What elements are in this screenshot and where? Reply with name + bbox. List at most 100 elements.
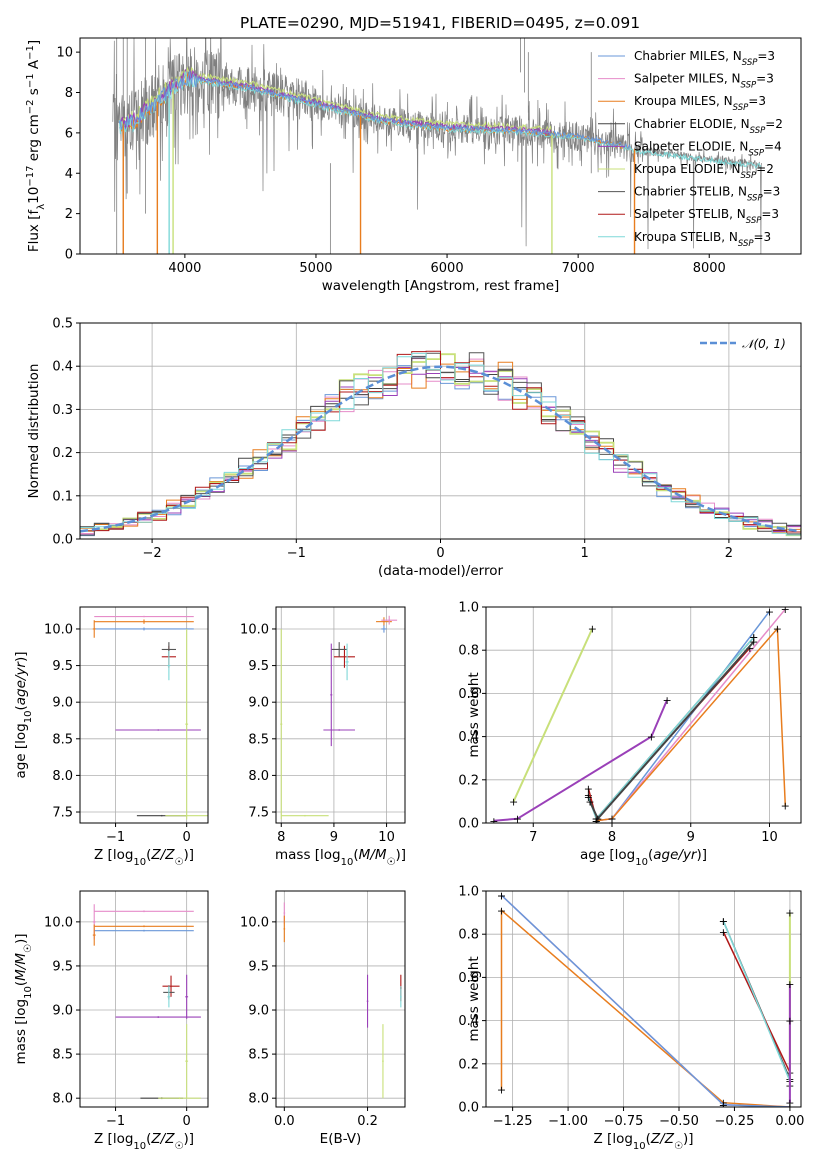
y-tick-label: 8.0 [52, 769, 73, 784]
y-tick-label: 10.0 [44, 622, 73, 637]
y-tick-label: 0.4 [458, 730, 479, 745]
axes-frame [79, 890, 209, 1108]
label-part: mass [log [275, 847, 341, 863]
plot-area [283, 902, 402, 1099]
y-axis-label: age [log10(age/yr)] [13, 651, 34, 778]
label-part: age [log [13, 723, 29, 778]
weight-line [596, 626, 787, 822]
y-tick-label: 10.0 [44, 915, 73, 930]
y-tick-label: 1.0 [458, 885, 479, 900]
y-tick-label: 8.5 [52, 1048, 73, 1063]
legend-sub: SSP [747, 194, 763, 204]
legend-count: =2 [765, 117, 783, 131]
x-axis-label: Z [log10(Z/Z☉)] [94, 847, 194, 868]
weight-marker: + [781, 800, 790, 813]
panel-mass_vs_Z: −1 08.08.59.09.510.0Z [log10(Z/Z☉)]mass [… [13, 890, 209, 1152]
x-tick-label: 0 [436, 546, 444, 561]
plot-area [280, 615, 398, 820]
y-tick-label: 8.0 [248, 1092, 269, 1107]
label-part: mass weight [466, 956, 482, 1041]
plot-area [112, 38, 763, 254]
x-tick-label: 10 [378, 830, 395, 845]
label-part: )] [13, 933, 29, 944]
weight-line [500, 894, 790, 1107]
legend-label: Kroupa STELIB, N [634, 230, 738, 244]
label-part: E(B-V) [320, 1131, 362, 1147]
legend-entry: 𝒩(0, 1) [742, 337, 786, 351]
weight-line [493, 699, 669, 822]
y-tick-label: 0.1 [52, 489, 73, 504]
y-tick-label: 8.5 [248, 732, 269, 747]
weight-marker: + [785, 907, 794, 920]
axes-frame [79, 606, 209, 824]
label-part: ( [146, 847, 151, 863]
weight-marker: + [497, 1084, 506, 1097]
label-part: 10 [23, 986, 34, 999]
model-line [118, 70, 631, 150]
weight-line [588, 640, 755, 821]
legend-count: =3 [757, 49, 775, 63]
label-part: M/M [13, 953, 29, 981]
y-tick-label: 9.5 [248, 659, 269, 674]
legend-label: Chabrier ELODIE, N [634, 117, 750, 131]
legend-entry: Salpeter STELIB, NSSP=3 [634, 207, 779, 226]
x-axis-label: (data-model)/error [378, 563, 504, 579]
legend-count: =3 [761, 207, 779, 221]
weight-marker: + [765, 605, 774, 618]
panel-age_vs_Z: −1 07.58.08.59.09.510.0Z [log10(Z/Z☉)]age… [13, 606, 209, 868]
weight-marker: + [719, 1097, 728, 1110]
label-part: 10 [341, 857, 354, 868]
y-tick-label: 1.0 [458, 601, 479, 616]
x-tick-label: 5000 [299, 261, 332, 276]
weight-marker: + [745, 642, 754, 655]
plot-area: +++ ++++ +++ +++ +++++++++++++++ [489, 603, 790, 826]
label-part: 10 [26, 187, 42, 204]
legend-entry: Salpeter ELODIE, NSSP=4 [634, 139, 782, 158]
label-part: Z/Z [150, 1131, 175, 1147]
legend-sub: SSP [741, 81, 757, 91]
label-part: ( [646, 1131, 651, 1147]
x-tick-label: 10 [761, 830, 778, 845]
legend-sub: SSP [738, 239, 754, 249]
y-tick-label: 0.6 [458, 687, 479, 702]
weight-marker: + [781, 603, 790, 616]
weight-marker: + [647, 731, 656, 744]
y-axis-label: Normed distribution [26, 364, 42, 499]
weight-marker: + [509, 795, 518, 808]
x-tick-label: −0.75 [604, 1114, 644, 1129]
legend-entry: Kroupa ELODIE, NSSP=2 [634, 162, 774, 181]
weight-marker: + [592, 813, 601, 826]
weight-marker: + [749, 636, 758, 649]
weight-line [512, 628, 594, 802]
y-tick-label: 8 [65, 86, 73, 101]
label-part: A [26, 59, 42, 73]
x-axis-label: age [log10(age/yr)] [580, 847, 707, 868]
tick-group: −1 0 8.0 8.5 9.0 9.5 10.0 [44, 915, 191, 1129]
label-part: age [log [580, 847, 635, 863]
label-part: age/yr [13, 661, 29, 706]
label-part: Z [log [594, 1131, 633, 1147]
x-tick-label: −1 [106, 1114, 125, 1129]
label-part: mass [log [13, 999, 29, 1065]
legend-entry: Chabrier STELIB, NSSP=3 [634, 185, 780, 204]
x-tick-label: 0 [183, 1114, 191, 1129]
weight-marker: + [785, 1101, 794, 1114]
y-tick-label: 0.3 [52, 403, 73, 418]
y-tick-label: 6 [65, 126, 73, 141]
label-part: Z [log [94, 1131, 133, 1147]
label-part: ☉ [386, 857, 395, 868]
axes-frame [79, 37, 802, 255]
x-axis-label: Z [log10(Z/Z☉)] [594, 1131, 694, 1152]
weight-marker: + [584, 791, 593, 804]
weight-marker: + [773, 623, 782, 636]
legend-label: Kroupa ELODIE, N [634, 162, 741, 176]
label-part: 10 [633, 1141, 646, 1152]
x-tick-label: 0 [183, 830, 191, 845]
weight-marker: + [785, 978, 794, 991]
x-tick-label: 1 [581, 546, 589, 561]
weight-marker: + [497, 889, 506, 902]
y-tick-label: 0.6 [458, 971, 479, 986]
label-part: )] [395, 847, 406, 863]
y-tick-label: 0.2 [458, 773, 479, 788]
